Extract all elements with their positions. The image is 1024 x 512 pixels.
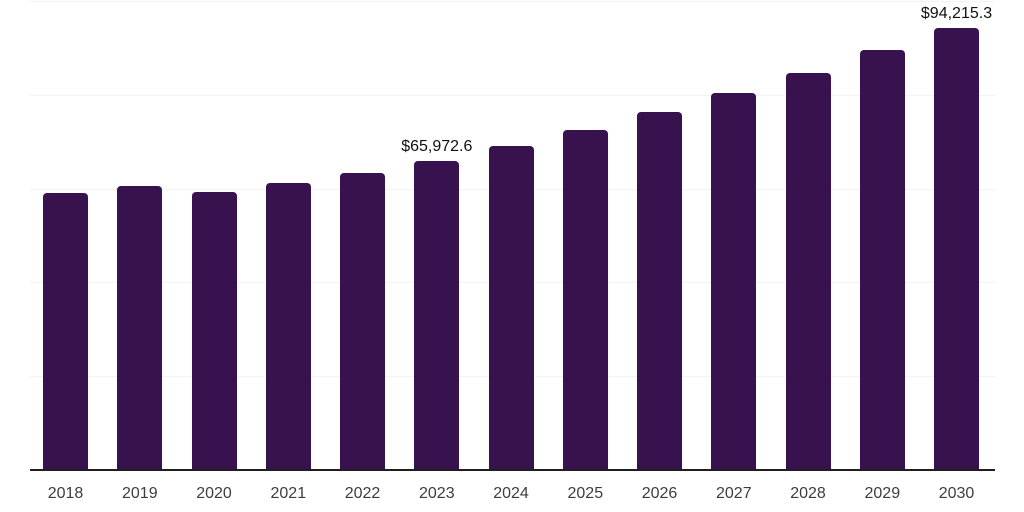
- x-axis-line: [30, 469, 995, 471]
- bar-2029[interactable]: [859, 49, 905, 470]
- bar-2021[interactable]: [265, 183, 311, 470]
- bar-2025[interactable]: [562, 129, 608, 470]
- bar-2026[interactable]: [637, 111, 682, 470]
- x-tick-label-2019: 2019: [122, 485, 158, 502]
- x-tick-label-2021: 2021: [270, 485, 307, 502]
- bar-2024[interactable]: [488, 146, 534, 470]
- data-label-2030: $94,215.3: [920, 5, 993, 23]
- bar-2020[interactable]: [191, 191, 237, 470]
- bar-2022[interactable]: [340, 173, 385, 470]
- bar-2027[interactable]: [711, 92, 757, 470]
- bar-2023[interactable]: [414, 160, 460, 470]
- gridline: [30, 94, 995, 96]
- bar-2019[interactable]: [117, 185, 163, 470]
- x-tick-label-2027: 2027: [716, 485, 752, 502]
- x-tick-label-2020: 2020: [196, 485, 232, 502]
- x-tick-label-2018: 2018: [47, 485, 84, 502]
- x-tick-label-2029: 2029: [864, 485, 901, 502]
- x-tick-label-2026: 2026: [641, 485, 678, 502]
- bar-2018[interactable]: [43, 193, 88, 470]
- data-label-2023: $65,972.6: [401, 137, 473, 155]
- gridline: [30, 1, 995, 2]
- bar-2028[interactable]: [785, 73, 831, 470]
- x-tick-label-2025: 2025: [567, 485, 604, 502]
- x-tick-label-2028: 2028: [790, 485, 826, 502]
- x-tick-label-2030: 2030: [938, 485, 975, 502]
- x-tick-label-2024: 2024: [493, 485, 529, 502]
- x-tick-label-2023: 2023: [419, 485, 455, 502]
- bar-2030[interactable]: [934, 28, 979, 470]
- x-tick-label-2022: 2022: [344, 485, 381, 502]
